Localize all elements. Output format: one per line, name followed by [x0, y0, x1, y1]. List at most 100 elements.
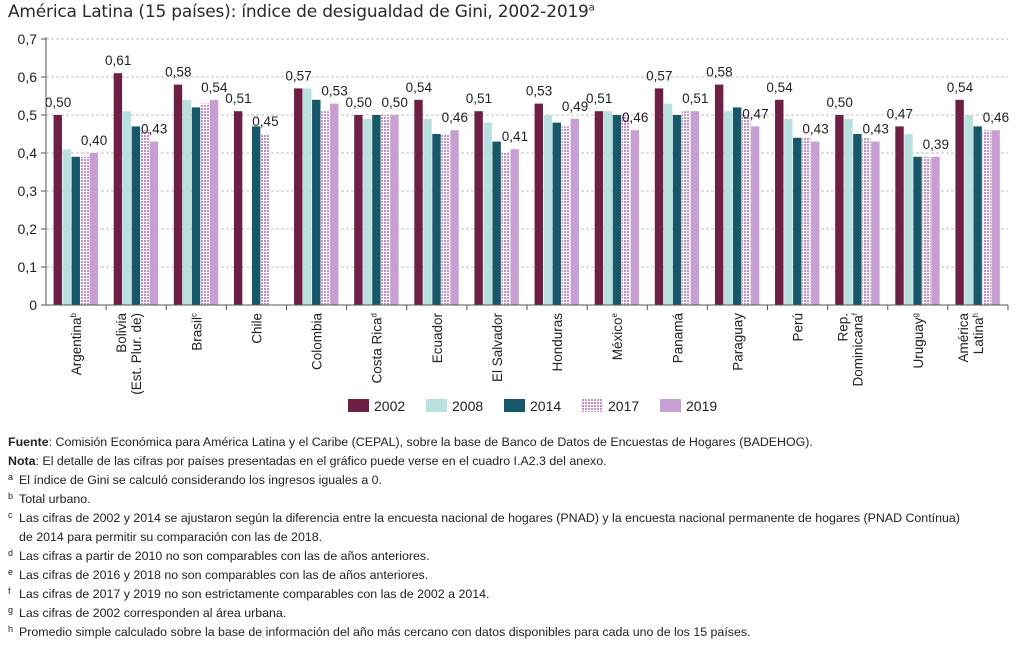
bar-2008: [483, 122, 492, 305]
footnote-mark: f: [8, 586, 11, 596]
footnote-a: a El índice de Gini se calculó consideran…: [8, 471, 1018, 490]
bar-2017: [140, 130, 150, 305]
data-label: 0,61: [105, 53, 131, 68]
bar-2002: [113, 73, 123, 305]
y-tick-label: 0,4: [18, 145, 38, 161]
bar-2008: [363, 118, 372, 305]
bar-2014: [432, 134, 441, 305]
bar-2017: [200, 103, 210, 305]
footnote-mark: d: [8, 548, 14, 558]
bar-2017: [681, 111, 691, 305]
category-label: Dominicanaf: [851, 312, 866, 386]
legend-label-2019: 2019: [686, 398, 717, 414]
chart-title: América Latina (15 países): índice de de…: [8, 2, 595, 22]
category-footnote-mark: b: [69, 312, 78, 317]
y-tick-label: 0,5: [18, 107, 38, 123]
bar-2014: [913, 156, 922, 305]
category-footnote-mark: c: [189, 313, 198, 317]
category-footnote-mark: g: [911, 313, 920, 317]
data-label: 0,58: [165, 65, 191, 80]
footnote-text: Total urbano.: [19, 492, 91, 506]
data-labels: 0,500,400,610,430,580,540,510,450,570,53…: [45, 53, 1009, 152]
legend-label-2017: 2017: [608, 398, 639, 414]
legend-label-2002: 2002: [374, 398, 405, 414]
category-label: Honduras: [550, 313, 565, 372]
data-label: 0,54: [201, 80, 228, 95]
x-axis: Argentinab Bolivia (Est. Plur. de) Brasilc C…: [46, 304, 1009, 395]
notes-section: Fuente: Comisión Económica para América …: [8, 433, 1018, 642]
bar-2019: [330, 103, 339, 305]
category-label-text: Argentina: [69, 317, 84, 375]
data-label: 0,46: [983, 110, 1009, 125]
category-label: Panamá: [670, 313, 685, 364]
bar-2017: [741, 115, 751, 305]
bar-2014: [793, 137, 802, 305]
bar-2017: [862, 137, 871, 305]
data-label: 0,53: [526, 84, 552, 99]
bar-2017: [982, 130, 991, 305]
category-label: Argentinab: [69, 312, 84, 375]
bar-2019: [750, 126, 760, 306]
data-label: 0,54: [947, 80, 974, 95]
category-label: Chile: [249, 313, 264, 344]
bar-2008: [543, 115, 552, 305]
bar-2014: [672, 115, 682, 305]
bar-2019: [811, 141, 820, 305]
bar-2008: [62, 149, 71, 305]
bar-2002: [233, 111, 243, 305]
legend-swatch-2002: [348, 399, 369, 412]
bar-2017: [321, 111, 330, 305]
legend-swatch-2019: [660, 399, 681, 412]
y-tick-label: 0,1: [18, 259, 38, 275]
bars: [53, 73, 1000, 306]
y-axis: 0 0,1 0,2 0,3 0,4 0,5 0,6 0,7: [18, 31, 47, 313]
bar-2019: [209, 99, 219, 305]
footnote-mark: c: [8, 510, 13, 520]
bar-2014: [251, 126, 261, 306]
bar-2017: [802, 137, 811, 305]
bar-2019: [89, 153, 98, 305]
legend-swatch-2017: [582, 399, 603, 412]
category-label: Perú: [791, 313, 806, 342]
data-label: 0,40: [81, 133, 107, 148]
footnote-mark: a: [8, 472, 14, 482]
category-label-text: Costa Rica: [370, 317, 385, 384]
category-label-text: Uruguay: [911, 317, 926, 368]
bar-2002: [414, 99, 423, 305]
data-label: 0,50: [827, 95, 853, 110]
bar-2017: [922, 156, 931, 305]
footnote-f: f Las cifras de 2017 y 2019 no son estric…: [8, 585, 1018, 604]
bar-2014: [732, 107, 742, 306]
data-label: 0,46: [622, 110, 648, 125]
data-label: 0,58: [706, 65, 732, 80]
data-label: 0,49: [562, 99, 588, 114]
bar-2002: [594, 111, 604, 305]
footnote-g: g Las cifras de 2002 corresponden al área…: [8, 604, 1018, 623]
footnote-mark: h: [8, 624, 14, 634]
category-label: Rep.: [836, 313, 851, 342]
bar-2008: [303, 88, 312, 306]
bar-2019: [390, 115, 399, 305]
category-label: Méxicoe: [610, 312, 625, 360]
category-label: Latinah: [971, 313, 986, 354]
bar-2014: [612, 115, 622, 305]
bar-2008: [603, 111, 613, 305]
footnote-text: Las cifras a partir de 2010 no son compa…: [19, 549, 430, 563]
data-label: 0,43: [863, 122, 889, 137]
category-footnote-mark: d: [370, 313, 379, 317]
bar-2002: [474, 111, 483, 305]
bar-2017: [501, 153, 510, 305]
y-tick-label: 0,3: [18, 183, 38, 199]
bar-2019: [991, 130, 1000, 305]
data-label: 0,54: [406, 80, 433, 95]
footnote-mark: b: [8, 491, 14, 501]
legend: 2002 2008 2014 2017 2019: [348, 398, 717, 414]
footnote-text: Las cifras de 2017 y 2019 no son estrict…: [19, 587, 490, 601]
footnote-c: c Las cifras de 2002 y 2014 se ajustaron …: [8, 509, 1018, 547]
category-label-text: México: [610, 317, 625, 360]
y-tick-label: 0,6: [18, 69, 38, 85]
data-label: 0,57: [646, 68, 672, 83]
category-footnote-mark: h: [971, 313, 980, 317]
footnote-text: Las cifras de 2016 y 2018 no son compara…: [19, 568, 429, 582]
footnote-text: Las cifras de 2002 corresponden al área …: [19, 606, 287, 620]
